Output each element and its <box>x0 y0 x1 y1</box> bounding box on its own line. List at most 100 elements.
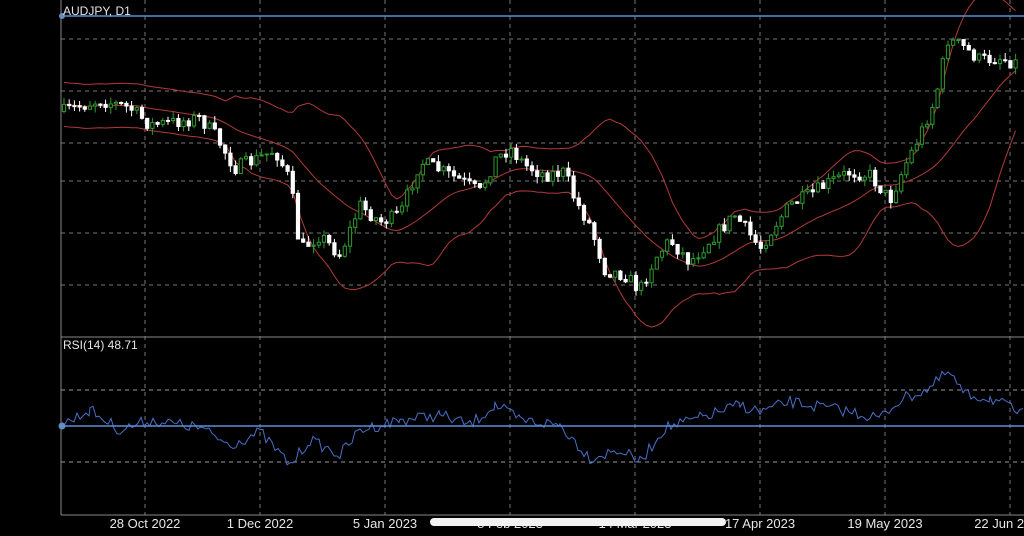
candle-body <box>483 182 488 188</box>
candlestick-series <box>61 37 1018 296</box>
candle-body <box>72 105 77 108</box>
candle-body <box>675 243 680 255</box>
candle-body <box>857 176 862 181</box>
candle-body <box>311 244 316 247</box>
candle-body <box>259 154 264 157</box>
home-indicator[interactable] <box>430 518 726 526</box>
candle-body <box>347 226 353 247</box>
candle-body <box>878 185 883 194</box>
candle-body <box>899 174 904 192</box>
candle-body <box>223 144 228 154</box>
candle-body <box>748 221 753 236</box>
candle-body <box>186 120 191 127</box>
candle-body <box>150 122 155 129</box>
candle-body <box>197 114 202 117</box>
candle-body <box>904 162 909 176</box>
candle-body <box>165 119 171 122</box>
candle-body <box>155 122 160 125</box>
candle-body <box>883 189 888 194</box>
candle-body <box>873 169 878 187</box>
candle-body <box>654 256 659 270</box>
candle-body <box>477 183 483 188</box>
candle-body <box>405 189 410 207</box>
candle-body <box>306 241 311 247</box>
candle-body <box>607 274 613 278</box>
candle-body <box>1003 59 1008 62</box>
x-tick-label: 5 Jan 2023 <box>353 516 417 531</box>
candle-body <box>956 39 961 42</box>
candle-body <box>571 175 576 199</box>
candle-body <box>566 167 571 177</box>
candle-body <box>587 219 592 224</box>
candle-body <box>602 257 607 276</box>
rsi-panel[interactable]: RSI(14) 48.71 <box>58 338 1024 466</box>
candle-body <box>727 215 732 232</box>
candle-body <box>280 159 285 167</box>
candle-body <box>249 156 254 166</box>
candle-body <box>810 189 815 193</box>
bollinger-upper-line <box>63 0 1016 239</box>
candle-body <box>784 203 789 218</box>
candle-body <box>327 234 332 244</box>
candle-body <box>633 274 639 291</box>
candle-body <box>108 103 113 108</box>
candle-body <box>670 239 675 245</box>
rsi-line-handle[interactable] <box>58 422 66 430</box>
candle-body <box>893 190 899 203</box>
candle-body <box>888 189 893 203</box>
candle-body <box>743 220 748 223</box>
candle-body <box>649 268 654 284</box>
candle-body <box>800 191 805 204</box>
candle-body <box>940 58 945 90</box>
candle-body <box>316 241 321 246</box>
x-tick-label: 17 Apr 2023 <box>725 516 795 531</box>
candle-body <box>431 158 436 163</box>
candle-body <box>420 164 425 176</box>
candle-body <box>373 217 379 221</box>
candle-body <box>852 174 857 178</box>
candle-body <box>384 221 389 224</box>
candle-body <box>758 241 763 249</box>
candle-body <box>394 210 399 213</box>
candle-body <box>342 245 347 257</box>
candle-body <box>436 161 441 172</box>
candle-body <box>134 107 139 111</box>
candle-body <box>1013 59 1018 69</box>
candle-body <box>77 105 82 108</box>
candle-body <box>561 167 566 177</box>
candle-body <box>789 201 795 205</box>
candle-body <box>415 174 420 189</box>
candle-body <box>836 174 841 178</box>
candle-body <box>961 39 966 47</box>
candle-body <box>441 166 446 172</box>
candle-body <box>462 177 467 180</box>
candle-body <box>524 158 529 167</box>
candle-body <box>909 149 914 164</box>
candle-body <box>659 250 665 258</box>
candle-body <box>82 106 87 110</box>
candle-body <box>555 171 561 177</box>
candle-body <box>779 216 784 227</box>
candle-body <box>238 158 243 174</box>
candle-body <box>160 119 165 125</box>
candle-body <box>753 234 758 243</box>
candle-body <box>550 171 555 182</box>
candle-body <box>191 114 197 127</box>
price-panel[interactable]: AUDJPY, D1 <box>59 0 1024 328</box>
candle-body <box>139 107 145 119</box>
candle-body <box>737 215 743 222</box>
candle-body <box>103 103 108 108</box>
candle-body <box>321 234 327 243</box>
candle-body <box>493 156 498 178</box>
candle-body <box>831 176 836 179</box>
candle-body <box>67 103 72 107</box>
candle-body <box>977 53 982 61</box>
candle-body <box>613 270 618 278</box>
candle-body <box>472 180 477 185</box>
candle-body <box>815 182 821 193</box>
candle-body <box>982 53 987 56</box>
rsi-title: RSI(14) 48.71 <box>63 338 138 352</box>
candle-body <box>971 49 977 61</box>
price-chart-title: AUDJPY, D1 <box>63 4 131 18</box>
candle-body <box>540 172 545 177</box>
